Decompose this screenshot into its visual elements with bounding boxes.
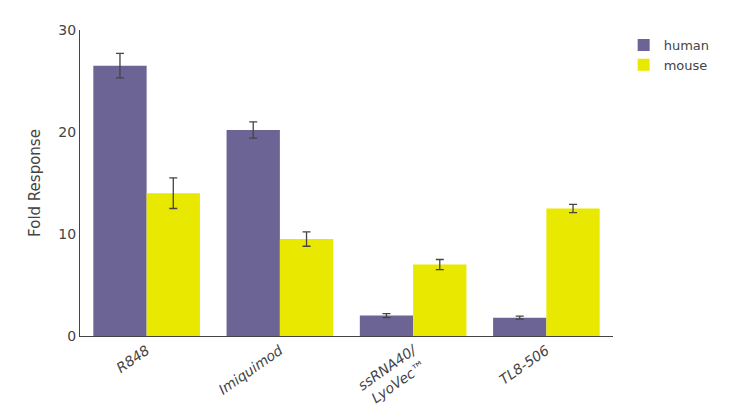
svg-text:R848: R848 <box>113 342 152 376</box>
svg-text:TL8-506: TL8-506 <box>496 342 552 388</box>
svg-text:0: 0 <box>67 328 76 344</box>
svg-text:10: 10 <box>58 226 76 242</box>
svg-text:30: 30 <box>58 22 76 38</box>
svg-text:Imiquimod: Imiquimod <box>215 342 285 398</box>
svg-text:human: human <box>664 38 709 53</box>
svg-text:ssRNA40/LyoVec™: ssRNA40/LyoVec™ <box>355 341 430 408</box>
svg-text:mouse: mouse <box>664 58 708 73</box>
svg-text:Fold Response: Fold Response <box>26 129 44 237</box>
svg-text:20: 20 <box>58 124 76 140</box>
